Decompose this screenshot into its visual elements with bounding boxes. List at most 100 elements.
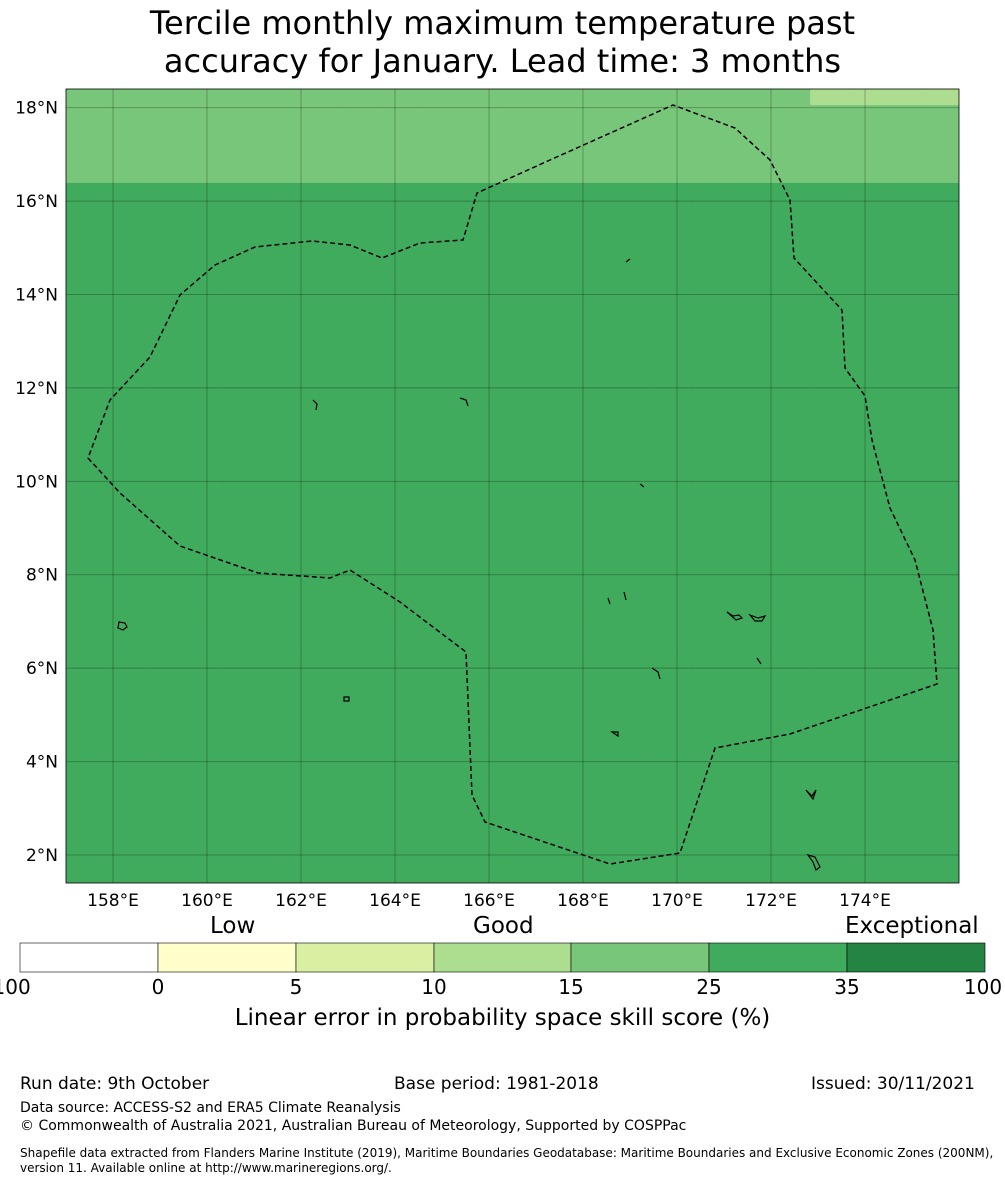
skill-cell [967, 416, 1005, 455]
skill-cell [457, 688, 498, 728]
copyright: © Commonwealth of Australia 2021, Austra… [20, 1118, 687, 1134]
skill-cell [183, 260, 224, 300]
skill-cell [66, 610, 106, 650]
skill-cell [692, 89, 733, 106]
data-source: Data source: ACCESS-S2 and ERA5 Climate … [20, 1100, 401, 1116]
skill-cell [222, 299, 263, 339]
skill-cell [575, 571, 615, 612]
skill-cell [732, 27, 772, 66]
skill-cell [379, 338, 419, 378]
skill-cell [261, 805, 302, 845]
skill-cell [575, 688, 615, 728]
skill-cell [418, 727, 459, 767]
skill-cell [614, 844, 654, 883]
skill-cell [222, 766, 263, 806]
skill-cell [770, 844, 811, 883]
skill-cell [222, 377, 263, 417]
colorbar-title: Linear error in probability space skill … [234, 1005, 771, 1031]
skill-cell [66, 727, 106, 767]
skill-cell [810, 260, 850, 300]
colorbar-segment [846, 942, 986, 973]
skill-cell [105, 182, 145, 222]
skill-cell [731, 571, 772, 612]
skill-cell [66, 649, 106, 689]
skill-cell [927, 260, 959, 300]
skill-cell [731, 299, 772, 339]
colorbar-segment [433, 942, 572, 973]
colorbar-tick: 10 [421, 975, 447, 999]
skill-cell [653, 532, 694, 573]
skill-cell [849, 338, 889, 378]
skill-cell [300, 649, 341, 689]
skill-cell [927, 766, 959, 806]
skill-cell [105, 844, 145, 883]
skill-cell [731, 104, 772, 145]
skill-cell [66, 104, 106, 145]
skill-cell [379, 454, 419, 495]
skill-cell [497, 27, 537, 66]
skill-cell [222, 688, 263, 728]
island [748, 613, 767, 622]
skill-cell [300, 493, 341, 534]
skill-cell [66, 377, 106, 417]
skill-cell [66, 89, 106, 106]
skill-cell [575, 532, 615, 573]
skill-cell [222, 805, 263, 845]
skill-cell [379, 299, 419, 339]
skill-cell [496, 143, 537, 183]
skill-cell [770, 260, 811, 300]
skill-cell [66, 338, 106, 378]
skill-cell [300, 766, 341, 806]
skill-cell [653, 571, 694, 612]
skill-cell [418, 571, 459, 612]
colorbar-segment [157, 942, 297, 973]
skill-cell [66, 688, 106, 728]
skill-cell [849, 532, 889, 573]
skill-cell [653, 182, 694, 222]
skill-cell [222, 182, 263, 222]
lon-tick-label: 164°E [369, 891, 421, 911]
skill-cell [967, 144, 1005, 183]
skill-cell [379, 532, 419, 573]
skill-cell [927, 688, 959, 728]
skill-cell [261, 260, 302, 300]
skill-cell [66, 260, 106, 300]
lon-tick-label: 174°E [839, 891, 891, 911]
skill-cell [496, 377, 537, 417]
skill-cell [144, 221, 184, 261]
skill-cell [496, 89, 537, 106]
skill-cell [575, 454, 615, 495]
skill-cell [379, 27, 419, 66]
skill-cell [105, 454, 145, 495]
skill-cell [614, 260, 654, 300]
skill-cell [653, 377, 694, 417]
skill-cell [535, 221, 576, 261]
skill-cell [888, 299, 929, 339]
skill-cell [418, 454, 459, 495]
skill-cell [770, 143, 811, 183]
skill-cell [261, 89, 302, 106]
skill-cell [888, 89, 929, 106]
skill-cell [379, 260, 419, 300]
skill-cell [66, 143, 106, 183]
skill-cell [340, 104, 380, 145]
skill-cell [66, 299, 106, 339]
skill-cell [692, 415, 733, 456]
skill-cell [340, 844, 380, 883]
skill-cell [692, 338, 733, 378]
skill-cell [927, 454, 959, 495]
skill-cell [967, 533, 1005, 572]
skill-cell [810, 415, 850, 456]
skill-cell [300, 844, 341, 883]
skill-cell [261, 493, 302, 534]
skill-cell [418, 766, 459, 806]
skill-cell [496, 610, 537, 650]
skill-cell [496, 532, 537, 573]
skill-cell [183, 727, 224, 767]
skill-cell [144, 89, 184, 106]
colorbar-segment [19, 942, 159, 973]
skill-cell [614, 571, 654, 612]
skill-cell [927, 143, 959, 183]
skill-cell [731, 338, 772, 378]
skill-cell [144, 493, 184, 534]
